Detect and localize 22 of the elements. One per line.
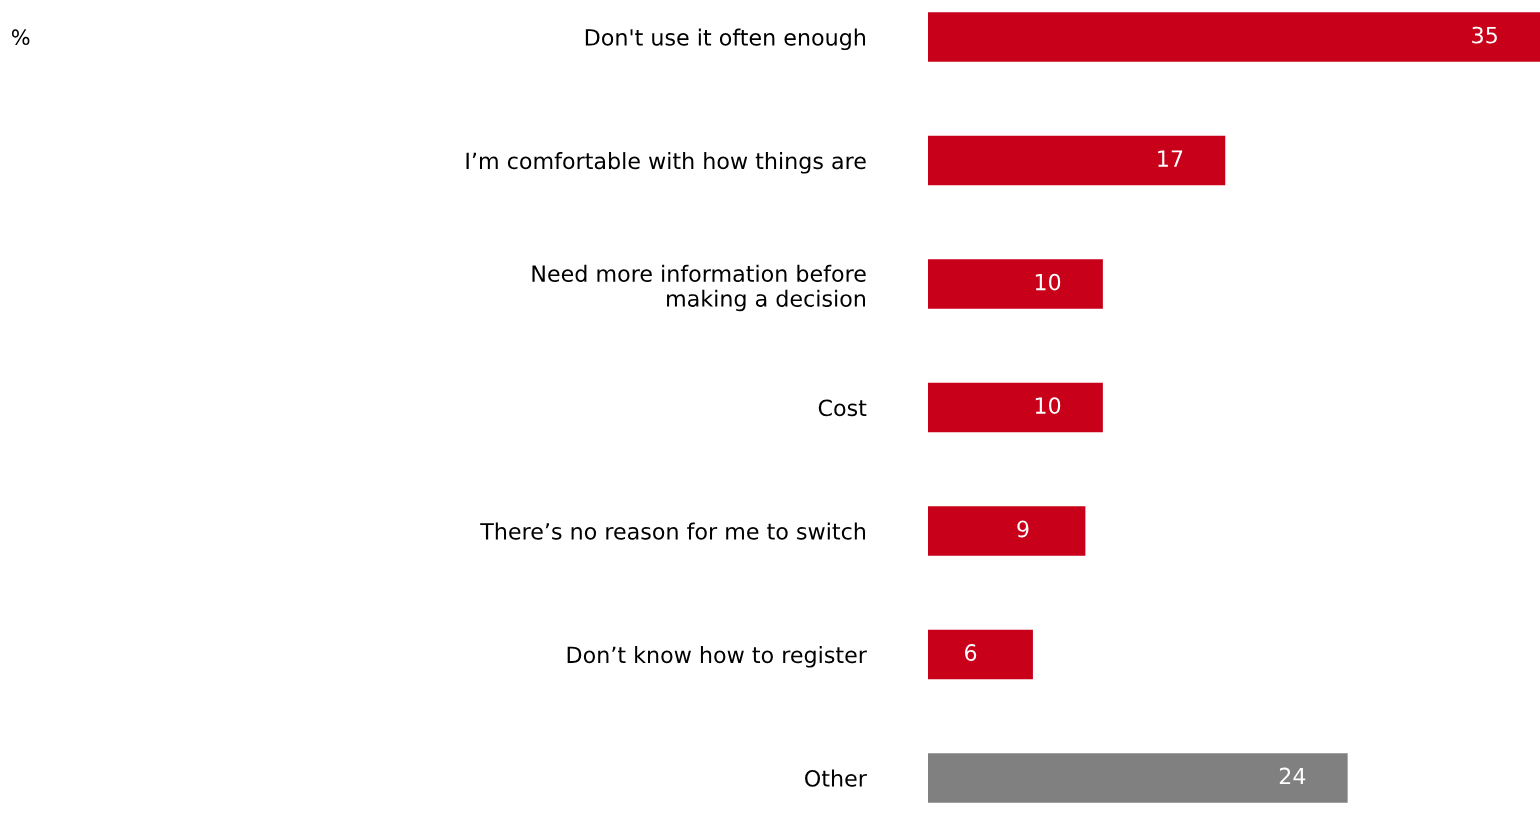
data-label: 17 [1158,150,1183,167]
data-label: 9 [1017,520,1029,538]
data-label: 35 [1472,26,1497,44]
y-tick-label: Other [805,769,867,787]
data-label: 10 [1035,273,1061,291]
y-tick-label: Don’t know how to register [567,646,867,668]
bar [928,753,1348,803]
y-tick-label: Need more information before making a decision [532,264,866,312]
bar [928,506,1086,556]
y-tick-label: I’m comfortable with how things are [466,152,866,174]
y-tick-label: There’s no reason for me to switch [480,522,866,540]
bar [928,12,1540,62]
bar [928,259,1103,309]
bar [928,382,1103,433]
data-label: 10 [1035,397,1061,414]
bar [928,135,1226,186]
data-label: 24 [1279,767,1306,785]
y-tick-label: Don't use it often enough [585,28,866,51]
bar [928,629,1033,680]
data-label: 6 [965,644,977,661]
text: % [11,29,30,46]
y-tick-label: Cost [818,399,867,417]
